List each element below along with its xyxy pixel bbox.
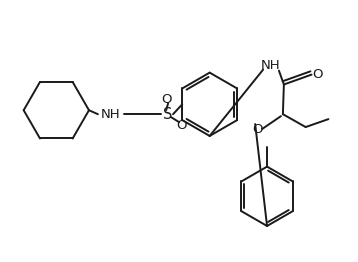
Text: O: O (177, 119, 187, 132)
Text: NH: NH (101, 108, 121, 121)
Text: NH: NH (261, 59, 281, 72)
Text: O: O (161, 93, 171, 106)
Text: O: O (312, 68, 323, 81)
Text: S: S (164, 107, 173, 122)
Text: O: O (252, 123, 262, 135)
